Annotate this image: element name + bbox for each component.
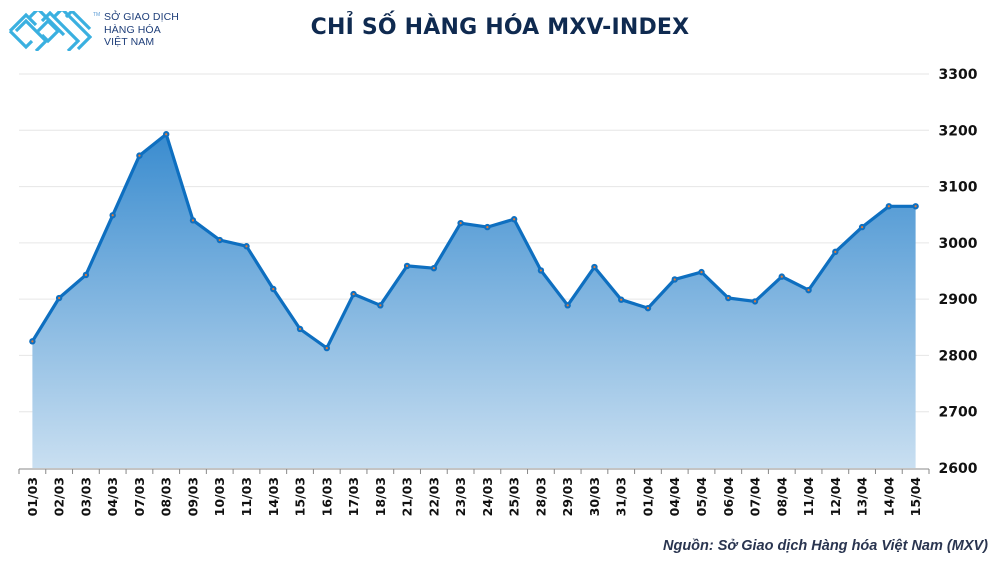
data-point — [29, 338, 36, 345]
data-point — [216, 236, 223, 244]
x-tick-label: 07/03 — [132, 477, 147, 516]
data-line — [31, 132, 916, 350]
x-tick-label: 14/03 — [266, 477, 281, 516]
x-tick-label: 06/04 — [721, 477, 736, 517]
area-fill — [32, 134, 916, 468]
data-point — [805, 286, 812, 294]
data-point — [163, 131, 170, 138]
data-point — [885, 203, 893, 210]
x-tick-label: 05/04 — [694, 477, 709, 517]
data-point — [858, 223, 866, 231]
data-point — [751, 298, 759, 305]
data-point — [55, 294, 63, 302]
x-tick-label: 28/03 — [533, 477, 548, 516]
x-tick-label: 15/03 — [293, 477, 308, 516]
mxv-logo-icon — [8, 11, 92, 51]
data-point — [82, 271, 90, 279]
x-tick-label: 12/04 — [828, 477, 843, 517]
y-tick-label: 3100 — [939, 180, 978, 196]
x-tick-label: 13/04 — [855, 477, 870, 517]
mxv-logo: TM SỞ GIAO DỊCH HÀNG HÓA VIỆT NAM — [8, 9, 208, 53]
x-tick-label: 29/03 — [560, 477, 575, 516]
x-tick-label: 22/03 — [426, 477, 441, 516]
x-tick-label: 04/03 — [105, 477, 120, 516]
data-point — [109, 212, 116, 219]
data-point — [377, 302, 384, 309]
x-tick-label: 10/03 — [212, 477, 227, 516]
x-tick-label: 02/03 — [52, 477, 67, 516]
data-point — [296, 325, 304, 333]
x-tick-label: 01/04 — [640, 477, 655, 517]
x-tick-label: 01/03 — [25, 477, 40, 516]
data-point — [189, 217, 197, 224]
data-point — [457, 219, 464, 227]
y-tick-label: 2800 — [939, 348, 978, 364]
data-point — [778, 273, 785, 280]
data-point — [323, 344, 330, 352]
x-tick-label: 11/03 — [239, 477, 254, 516]
x-tick-label: 14/04 — [881, 477, 896, 517]
logo-line-1: SỞ GIAO DỊCH — [104, 11, 179, 23]
data-point — [537, 267, 545, 274]
y-tick-label: 3000 — [939, 236, 978, 252]
x-tick-label: 07/04 — [748, 477, 763, 517]
data-point — [350, 290, 357, 298]
data-point — [618, 296, 625, 303]
y-tick-label: 3300 — [939, 67, 978, 83]
data-point — [243, 243, 250, 250]
logo-wordmark: SỞ GIAO DỊCH HÀNG HÓA VIỆT NAM — [104, 11, 179, 49]
x-axis: 01/03 02/03 03/03 04/03 07/03 08/03 09/03 10/03… — [18, 468, 930, 517]
y-tick-label: 2900 — [939, 292, 978, 308]
y-tick-label: 2700 — [939, 405, 978, 421]
data-markers — [29, 131, 919, 352]
x-tick-label: 21/03 — [400, 477, 415, 516]
x-tick-label: 23/03 — [453, 477, 468, 516]
x-tick-label: 17/03 — [346, 477, 361, 516]
x-tick-label: 08/03 — [159, 477, 174, 516]
data-point — [270, 285, 277, 293]
data-point — [591, 263, 598, 271]
data-point — [912, 203, 919, 210]
y-tick-label: 3200 — [939, 123, 978, 139]
chart-title: CHỈ SỐ HÀNG HÓA MXV-INDEX — [310, 15, 690, 40]
y-tick-label: 2600 — [939, 461, 978, 477]
x-tick-label: 15/04 — [908, 477, 923, 517]
data-point — [403, 262, 411, 270]
x-tick-label: 30/03 — [587, 477, 602, 516]
source-note: Nguồn: Sở Giao dịch Hàng hóa Việt Nam (M… — [663, 538, 988, 554]
trademark-symbol: TM — [93, 12, 101, 18]
x-tick-label: 25/03 — [507, 477, 522, 516]
x-tick-label: 31/03 — [614, 477, 629, 516]
data-point — [484, 223, 491, 231]
x-tick-label: 11/04 — [801, 477, 816, 517]
data-point — [832, 248, 839, 256]
data-point — [510, 216, 518, 223]
x-tick-label: 03/03 — [78, 477, 93, 516]
x-tick-label: 09/03 — [185, 477, 200, 516]
data-point — [725, 294, 732, 302]
data-point — [430, 264, 438, 272]
x-tick-label: 08/04 — [774, 477, 789, 517]
data-point — [564, 302, 571, 309]
data-point — [698, 268, 705, 276]
y-axis-labels: 2600 2700 2800 2900 3000 3100 3200 3300 — [939, 67, 978, 477]
logo-line-3: VIỆT NAM — [104, 36, 155, 48]
data-point — [644, 304, 652, 312]
logo-line-2: HÀNG HÓA — [104, 23, 161, 36]
data-point — [671, 276, 678, 283]
x-tick-label: 04/04 — [667, 477, 682, 517]
x-tick-label: 18/03 — [373, 477, 388, 516]
x-tick-label: 24/03 — [480, 477, 495, 516]
data-point — [136, 152, 143, 159]
x-tick-label: 16/03 — [319, 477, 334, 516]
